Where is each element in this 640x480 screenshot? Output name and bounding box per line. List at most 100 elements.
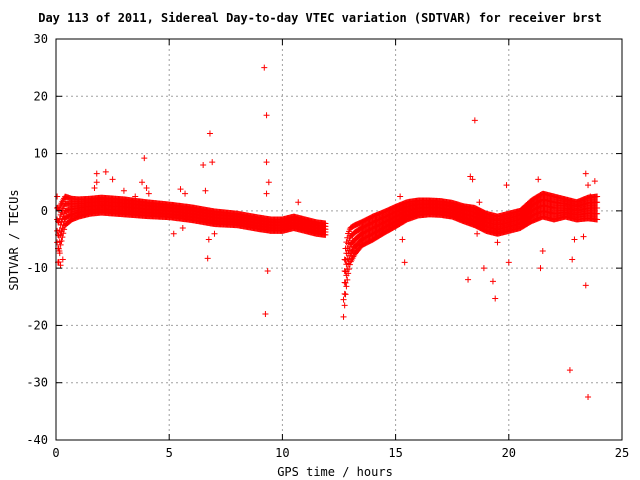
tick-labels: 0 5 10 15 20 25 30 20 10 0 -10 -20 -30 -40: [26, 32, 629, 460]
data-point: [340, 296, 347, 303]
data-point: [594, 216, 601, 223]
data-point: [56, 215, 63, 222]
data-point: [54, 193, 61, 200]
data-point: [54, 227, 61, 234]
data-point: [109, 176, 116, 183]
data-point: [59, 256, 66, 263]
data-point: [492, 295, 499, 302]
data-point: [54, 239, 61, 246]
data-point: [566, 367, 573, 374]
data-point: [346, 252, 353, 259]
data-point: [580, 233, 587, 240]
data-point: [594, 199, 601, 206]
data-point: [145, 190, 152, 197]
data-point: [93, 170, 100, 177]
data-point: [61, 226, 68, 233]
data-point: [58, 237, 65, 244]
data-point: [342, 291, 349, 298]
data-point: [505, 259, 512, 266]
x-tick-label: 0: [52, 446, 59, 460]
data-point: [397, 193, 404, 200]
data-point: [569, 256, 576, 263]
data-point: [211, 230, 218, 237]
data-point: [587, 193, 594, 200]
x-tick-label: 20: [502, 446, 516, 460]
data-point: [264, 268, 271, 275]
data-point: [263, 112, 270, 119]
data-point: [494, 239, 501, 246]
data-point: [204, 255, 211, 262]
y-tick-label: 0: [41, 204, 48, 218]
y-tick-label: -20: [26, 318, 48, 332]
data-point: [594, 193, 601, 200]
data-point: [582, 282, 589, 289]
data-point: [469, 176, 476, 183]
data-point: [346, 266, 353, 273]
data-point: [489, 278, 496, 285]
y-axis-label: SDTVAR / TECUs: [7, 189, 21, 290]
data-points: [54, 64, 601, 401]
data-point: [474, 230, 481, 237]
data-point: [200, 162, 207, 169]
data-point: [594, 210, 601, 217]
x-axis-label: GPS time / hours: [277, 465, 393, 479]
data-point: [585, 182, 592, 189]
data-point: [61, 210, 68, 217]
data-point: [206, 130, 213, 137]
data-point: [57, 241, 64, 248]
data-point: [401, 259, 408, 266]
data-point: [209, 159, 216, 166]
x-tick-label: 10: [275, 446, 289, 460]
data-point: [344, 276, 351, 283]
data-point: [139, 179, 146, 186]
data-point: [179, 225, 186, 232]
x-tick-label: 5: [166, 446, 173, 460]
y-tick-label: -30: [26, 376, 48, 390]
data-point: [322, 220, 329, 227]
data-point: [537, 265, 544, 272]
data-point: [141, 155, 148, 162]
data-point: [295, 199, 302, 206]
axis-ticks: [55, 38, 623, 441]
data-point: [182, 190, 189, 197]
data-point: [265, 179, 272, 186]
data-point: [345, 270, 352, 277]
data-point: [93, 179, 100, 186]
data-point: [340, 313, 347, 320]
data-point: [202, 187, 209, 194]
data-point: [170, 230, 177, 237]
data-point: [503, 182, 510, 189]
data-point: [476, 199, 483, 206]
y-tick-label: 20: [34, 89, 48, 103]
y-tick-label: 30: [34, 32, 48, 46]
data-point: [120, 187, 127, 194]
data-point: [346, 261, 353, 268]
data-point: [261, 64, 268, 71]
data-point: [343, 283, 350, 290]
data-point: [132, 193, 139, 200]
data-point: [177, 186, 184, 193]
data-point: [594, 204, 601, 211]
x-tick-label: 15: [388, 446, 402, 460]
data-point: [55, 258, 62, 265]
data-point: [480, 265, 487, 272]
data-point: [591, 178, 598, 185]
data-point: [346, 237, 353, 244]
data-point: [341, 302, 348, 309]
data-point: [585, 394, 592, 401]
y-tick-label: -10: [26, 261, 48, 275]
y-tick-label: 10: [34, 147, 48, 161]
data-point: [535, 176, 542, 183]
x-tick-label: 25: [615, 446, 629, 460]
data-point: [56, 247, 63, 254]
data-point: [57, 262, 64, 269]
data-point: [471, 117, 478, 124]
data-point: [539, 247, 546, 254]
data-point: [60, 230, 67, 237]
data-point: [342, 279, 349, 286]
data-point: [465, 276, 472, 283]
data-point: [263, 159, 270, 166]
chart-title: Day 113 of 2011, Sidereal Day-to-day VTE…: [38, 11, 602, 25]
data-point: [582, 170, 589, 177]
